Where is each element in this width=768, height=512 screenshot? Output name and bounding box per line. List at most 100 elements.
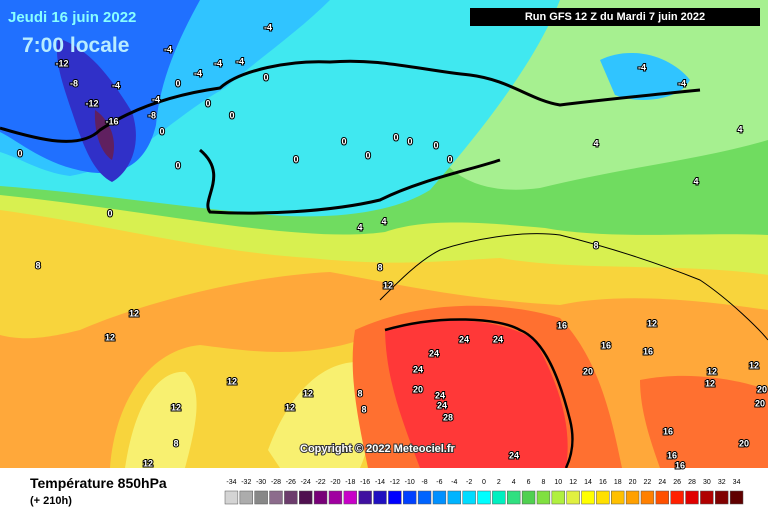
scale-swatch — [581, 490, 595, 505]
contour-label: 20 — [739, 438, 749, 448]
contour-label: 0 — [365, 150, 370, 160]
map-field — [0, 0, 768, 468]
contour-label: 8 — [377, 262, 382, 272]
contour-label: 4 — [593, 138, 598, 148]
scale-label: 24 — [658, 479, 666, 486]
scale-swatch — [729, 490, 744, 505]
scale-label: 18 — [614, 479, 622, 486]
contour-label: -8 — [70, 78, 78, 88]
contour-label: 24 — [429, 348, 439, 358]
scale-label: -8 — [421, 479, 427, 486]
scale-swatch — [477, 490, 491, 505]
scale-swatch — [596, 490, 610, 505]
scale-swatch — [566, 490, 580, 505]
contour-label: 24 — [509, 450, 519, 460]
contour-label: 12 — [749, 360, 759, 370]
scale-label: -20 — [330, 479, 340, 486]
contour-label: -4 — [152, 94, 160, 104]
scale-swatch — [492, 490, 506, 505]
scale-swatch — [462, 490, 476, 505]
contour-label: 8 — [357, 388, 362, 398]
copyright: Copyright © 2022 Meteociel.fr — [300, 443, 456, 455]
contour-label: 8 — [361, 404, 366, 414]
contour-label: -4 — [638, 62, 646, 72]
valid-date: Jeudi 16 juin 2022 — [8, 9, 136, 26]
contour-label: 24 — [459, 334, 469, 344]
lead-time: (+ 210h) — [30, 495, 72, 507]
scale-label: 28 — [688, 479, 696, 486]
contour-label: 8 — [35, 260, 40, 270]
scale-label: -26 — [286, 479, 296, 486]
contour-label: 0 — [263, 72, 268, 82]
scale-swatch — [417, 490, 432, 505]
scale-swatch — [328, 490, 343, 505]
contour-label: 20 — [583, 366, 593, 376]
contour-label: 24 — [493, 334, 503, 344]
contour-label: -12 — [85, 98, 98, 108]
contour-label: 0 — [175, 78, 180, 88]
contour-label: 12 — [143, 458, 153, 468]
scale-label: 10 — [554, 479, 562, 486]
scale-swatch — [447, 490, 461, 505]
contour-label: -4 — [214, 58, 222, 68]
scale-label: -22 — [316, 479, 326, 486]
contour-label: 12 — [171, 402, 181, 412]
contour-label: 12 — [129, 308, 139, 318]
contour-label: -4 — [264, 22, 272, 32]
contour-label: 20 — [413, 384, 423, 394]
local-time: 7:00 locale — [22, 34, 129, 57]
scale-swatch — [625, 490, 640, 505]
scale-label: -4 — [451, 479, 457, 486]
scale-label: -14 — [375, 479, 385, 486]
scale-swatch — [388, 490, 402, 505]
run-box — [470, 8, 760, 26]
contour-label: 12 — [303, 388, 313, 398]
scale-label: -16 — [360, 479, 370, 486]
contour-label: 8 — [593, 240, 598, 250]
scale-swatch — [269, 490, 283, 505]
contour-label: 16 — [601, 340, 611, 350]
scale-swatch — [551, 490, 565, 505]
contour-label: 0 — [341, 136, 346, 146]
scale-label: 6 — [527, 479, 531, 486]
contour-label: -4 — [164, 44, 172, 54]
scale-swatch — [284, 490, 298, 505]
scale-label: -10 — [405, 479, 415, 486]
scale-label: 22 — [644, 479, 652, 486]
contour-label: 0 — [17, 148, 22, 158]
contour-label: 16 — [667, 450, 677, 460]
contour-label: 16 — [663, 426, 673, 436]
scale-label: 0 — [482, 479, 486, 486]
scale-label: 8 — [541, 479, 545, 486]
contour-label: 12 — [707, 366, 717, 376]
parameter: Température 850hPa — [30, 475, 167, 491]
contour-label: 20 — [757, 384, 767, 394]
contour-label: 4 — [693, 176, 698, 186]
scale-label: -12 — [390, 479, 400, 486]
scale-label: -6 — [436, 479, 442, 486]
scale-swatch — [507, 490, 521, 505]
scale-swatch — [655, 490, 669, 505]
contour-label: 12 — [285, 402, 295, 412]
contour-label: -8 — [148, 110, 156, 120]
scale-label: -32 — [241, 479, 251, 486]
scale-swatch — [313, 490, 328, 505]
scale-label: 26 — [673, 479, 681, 486]
scale-label: 32 — [718, 479, 726, 486]
scale-swatch — [224, 490, 239, 505]
scale-swatch — [343, 490, 357, 505]
scale-swatch — [715, 490, 729, 505]
scale-label: 12 — [569, 479, 577, 486]
contour-label: 0 — [433, 140, 438, 150]
contour-label: 12 — [105, 332, 115, 342]
scale-swatch — [403, 490, 417, 505]
contour-label: 12 — [647, 318, 657, 328]
scale-label: 2 — [497, 479, 501, 486]
scale-label: -18 — [345, 479, 355, 486]
contour-label: 0 — [393, 132, 398, 142]
contour-label: 16 — [557, 320, 567, 330]
contour-label: 24 — [437, 400, 447, 410]
scale-label: 30 — [703, 479, 711, 486]
contour-label: 24 — [435, 390, 445, 400]
